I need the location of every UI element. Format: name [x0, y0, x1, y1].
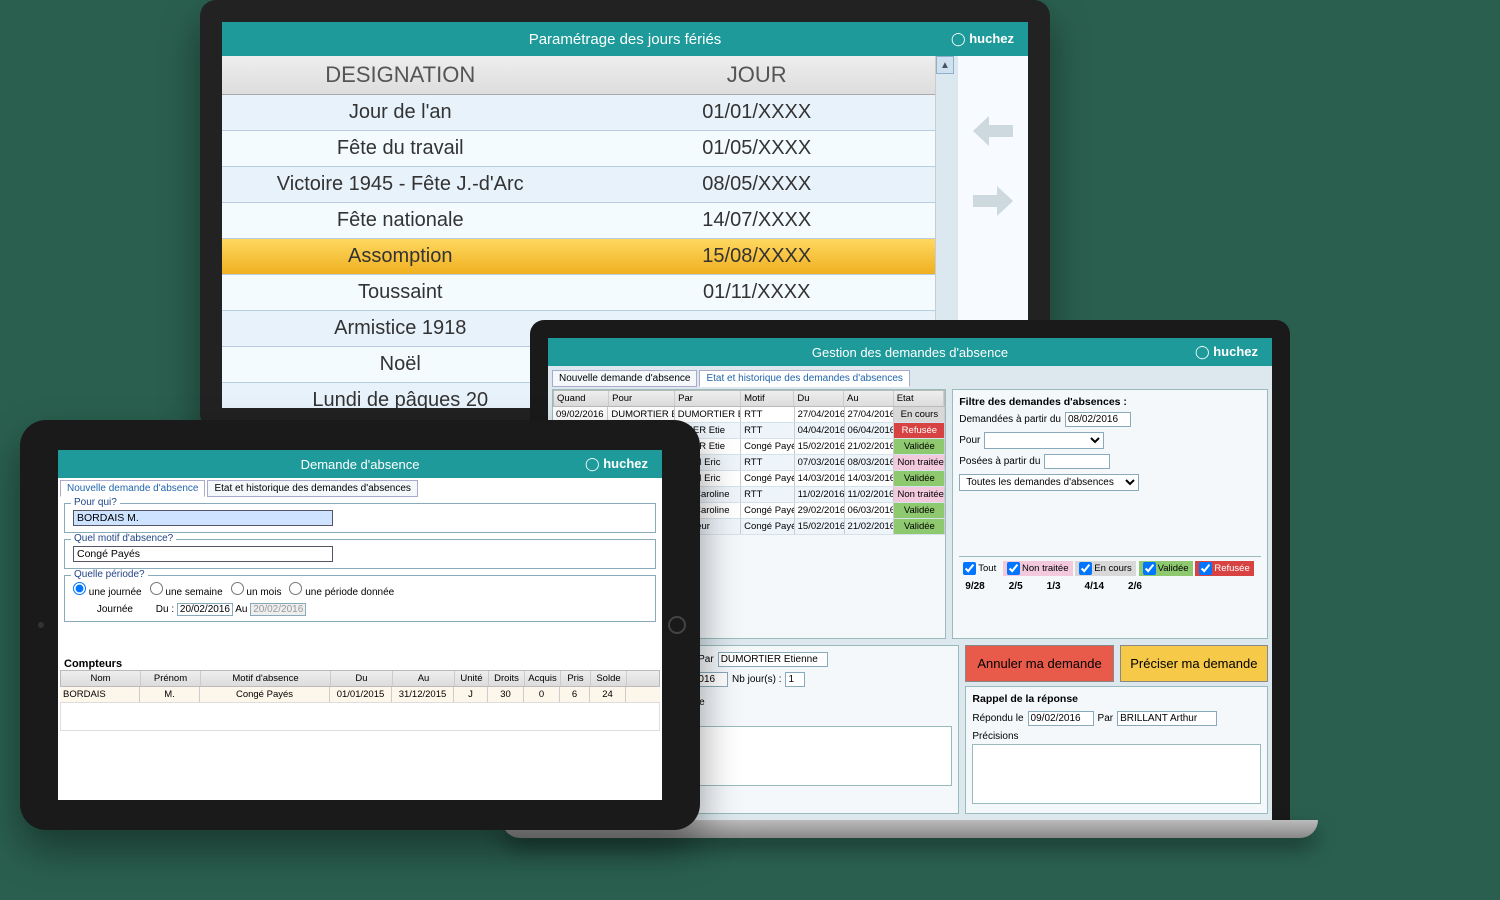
- tab-nouvelle[interactable]: Nouvelle demande d'absence: [552, 370, 697, 387]
- radio-periode[interactable]: une semaine: [150, 587, 223, 598]
- grid-col[interactable]: Etat: [894, 391, 945, 406]
- date-posees[interactable]: [1044, 454, 1110, 469]
- count-ec: 1/3: [1047, 581, 1061, 592]
- tab3-historique[interactable]: Etat et historique des demandes d'absenc…: [207, 480, 417, 497]
- grid-col[interactable]: Au: [844, 391, 894, 406]
- radio-periode[interactable]: un mois: [231, 587, 282, 598]
- cpt-col[interactable]: Unité: [455, 671, 489, 686]
- date-du[interactable]: 20/02/2016: [177, 603, 233, 616]
- count-total: 9/28: [965, 581, 984, 592]
- count-va: 4/14: [1085, 581, 1104, 592]
- rappel-date[interactable]: [1028, 711, 1094, 726]
- col-jour[interactable]: JOUR: [579, 56, 936, 94]
- cpt-col[interactable]: Acquis: [525, 671, 561, 686]
- count-re: 2/6: [1128, 581, 1142, 592]
- chk-nontraite[interactable]: [1007, 562, 1020, 575]
- grid-col[interactable]: Du: [794, 391, 844, 406]
- select-all-demandes[interactable]: Toutes les demandes d'absences: [959, 474, 1139, 491]
- cpt-col[interactable]: Nom: [61, 671, 141, 686]
- chk-tout[interactable]: [963, 562, 976, 575]
- holiday-row[interactable]: Fête nationale14/07/XXXX: [222, 203, 935, 239]
- win1-title: Paramétrage des jours fériés: [529, 31, 722, 48]
- grid-col[interactable]: Pour: [609, 391, 675, 406]
- brand-logo: huchez: [951, 31, 1014, 47]
- filter-title: Filtre des demandes d'absences :: [959, 396, 1261, 408]
- holiday-row[interactable]: Toussaint01/11/XXXX: [222, 275, 935, 311]
- chk-refuse[interactable]: [1199, 562, 1212, 575]
- chk-valide[interactable]: [1143, 562, 1156, 575]
- etat-badge: Non traitée: [894, 455, 945, 470]
- compteurs-title: Compteurs: [64, 658, 656, 670]
- cpt-col[interactable]: Droits: [489, 671, 525, 686]
- cpt-col[interactable]: Au: [393, 671, 455, 686]
- rappel-title: Rappel de la réponse: [972, 693, 1261, 705]
- etat-badge: Validée: [894, 519, 945, 534]
- chk-encours[interactable]: [1079, 562, 1092, 575]
- cpt-col[interactable]: Du: [331, 671, 393, 686]
- holiday-row[interactable]: Assomption15/08/XXXX: [222, 239, 935, 275]
- grid-col[interactable]: Motif: [741, 391, 794, 406]
- win2-titlebar: Gestion des demandes d'absence huchez: [548, 338, 1272, 366]
- grid-col[interactable]: Par: [675, 391, 741, 406]
- tab-historique[interactable]: Etat et historique des demandes d'absenc…: [699, 370, 909, 387]
- lbl-motif: Quel motif d'absence?: [71, 533, 176, 544]
- btn-preciser[interactable]: Préciser ma demande: [1120, 645, 1268, 682]
- etat-badge: Refusée: [894, 423, 945, 438]
- date-au: 20/02/2016: [250, 603, 306, 616]
- etat-badge: Validée: [894, 439, 945, 454]
- date-demandees[interactable]: [1065, 412, 1131, 427]
- tab3-nouvelle[interactable]: Nouvelle demande d'absence: [60, 480, 205, 497]
- etat-badge: Validée: [894, 471, 945, 486]
- rappel-par[interactable]: [1117, 711, 1217, 726]
- holiday-row[interactable]: Fête du travail01/05/XXXX: [222, 131, 935, 167]
- holiday-row[interactable]: Jour de l'an01/01/XXXX: [222, 95, 935, 131]
- count-nt: 2/5: [1009, 581, 1023, 592]
- holiday-row[interactable]: Victoire 1945 - Fête J.-d'Arc08/05/XXXX: [222, 167, 935, 203]
- etat-badge: Non traitée: [894, 487, 945, 502]
- btn-annuler[interactable]: Annuler ma demande: [965, 645, 1113, 682]
- lbl-posees: Posées à partir du: [959, 456, 1040, 467]
- win3-title: Demande d'absence: [301, 457, 420, 472]
- radio-periode[interactable]: une période donnée: [289, 587, 394, 598]
- etat-badge: Validée: [894, 503, 945, 518]
- win2-title: Gestion des demandes d'absence: [812, 345, 1008, 360]
- scroll-up[interactable]: ▲: [936, 56, 954, 74]
- col-designation[interactable]: DESIGNATION: [222, 56, 579, 94]
- radio-periode[interactable]: une journée: [73, 587, 142, 598]
- cpt-col[interactable]: Solde: [591, 671, 627, 686]
- detail-par[interactable]: [718, 652, 828, 667]
- nav-back-icon[interactable]: [973, 116, 1013, 146]
- lbl-demandees: Demandées à partir du: [959, 414, 1061, 425]
- cpt-col[interactable]: Motif d'absence: [201, 671, 331, 686]
- lbl-periode: Quelle période?: [71, 569, 148, 580]
- rappel-precisions[interactable]: [972, 744, 1261, 804]
- win3-titlebar: Demande d'absence huchez: [58, 450, 662, 478]
- nav-forward-icon[interactable]: [973, 186, 1013, 216]
- lbl-pourqui: Pour qui?: [71, 497, 120, 508]
- grid-col[interactable]: Quand: [554, 391, 609, 406]
- select-pour[interactable]: [984, 432, 1104, 449]
- detail-nb[interactable]: [785, 672, 805, 687]
- win1-titlebar: Paramétrage des jours fériés huchez: [222, 22, 1028, 56]
- input-pourqui[interactable]: [73, 510, 333, 526]
- lbl-pour: Pour: [959, 435, 980, 446]
- select-motif[interactable]: [73, 546, 333, 562]
- brand-logo: huchez: [585, 456, 648, 472]
- cpt-col[interactable]: Prénom: [141, 671, 201, 686]
- etat-badge: En cours: [894, 407, 945, 422]
- brand-logo: huchez: [1195, 344, 1258, 360]
- cpt-col[interactable]: Pris: [561, 671, 591, 686]
